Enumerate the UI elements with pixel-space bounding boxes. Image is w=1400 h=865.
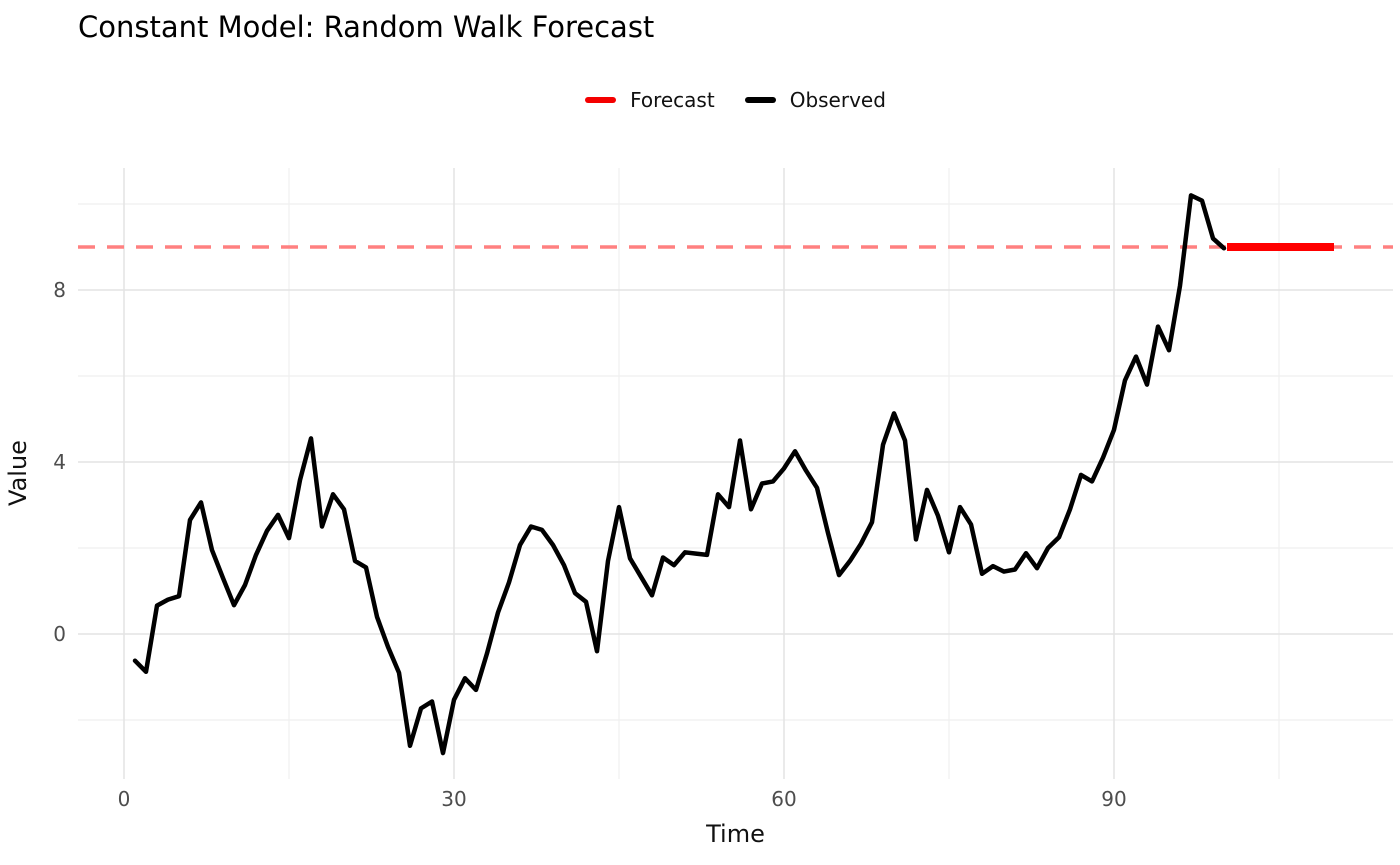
x-tick-label: 90 [1101, 787, 1127, 811]
forecast-line-swatch-icon [585, 97, 617, 103]
legend: Forecast Observed [78, 84, 1393, 116]
x-tick-label: 0 [117, 787, 131, 811]
x-tick-label: 60 [771, 787, 797, 811]
legend-label-forecast: Forecast [630, 88, 715, 112]
x-axis-title: Time [706, 820, 765, 848]
observed-line-swatch-icon [744, 97, 776, 103]
legend-item-forecast: Forecast [585, 88, 715, 112]
x-tick-label: 30 [441, 787, 467, 811]
y-tick-label: 0 [53, 622, 66, 646]
legend-label-observed: Observed [789, 88, 886, 112]
legend-item-observed: Observed [744, 88, 886, 112]
y-tick-label: 4 [53, 450, 66, 474]
y-axis-title: Value [4, 440, 32, 506]
observed-line [132, 193, 1227, 756]
y-tick-label: 8 [53, 278, 66, 302]
page-title: Constant Model: Random Walk Forecast [78, 10, 655, 44]
